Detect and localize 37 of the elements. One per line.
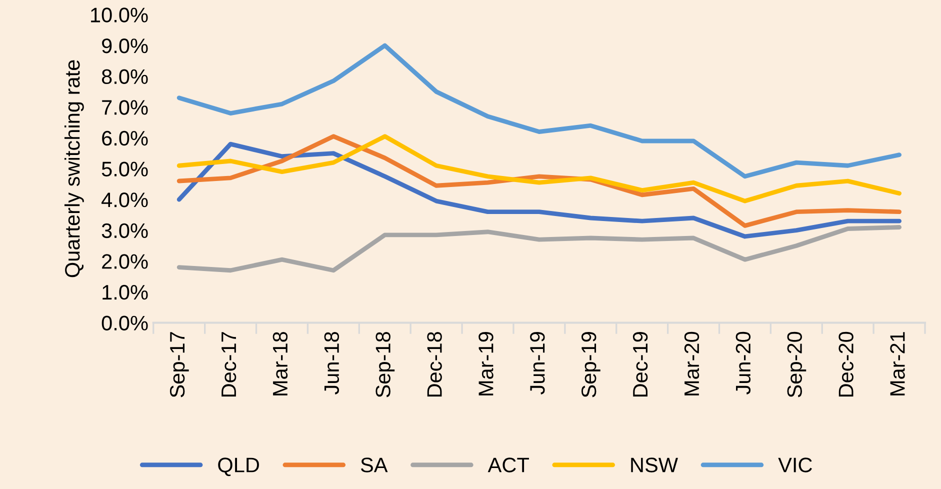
legend-label: NSW	[631, 458, 678, 472]
x-tick-label: Jun-19	[530, 332, 545, 394]
x-tick-label: Sep-17	[170, 332, 189, 398]
y-tick-label: 1.0%	[102, 284, 148, 300]
line-series	[176, 142, 902, 239]
x-tick-label: Mar-21	[890, 332, 905, 396]
y-tick-label: 8.0%	[102, 69, 148, 84]
y-tick-label: 5.0%	[102, 162, 148, 176]
legend-label: SA	[360, 458, 388, 472]
x-tick-label: Sep-20	[787, 332, 806, 398]
line-series	[176, 225, 902, 273]
x-tick-label: Mar-18	[272, 332, 288, 396]
line-series	[176, 134, 902, 228]
legend-label: ACT	[488, 458, 529, 472]
legend-label: QLD	[218, 458, 259, 476]
x-tick-label: Mar-20	[684, 332, 700, 396]
x-tick-label: Dec-20	[838, 332, 854, 397]
y-tick-label: 0.0%	[102, 316, 148, 330]
x-tick-label: Sep-19	[581, 332, 600, 398]
x-tick-label: Dec-19	[632, 332, 648, 397]
line-series	[176, 134, 902, 204]
x-tick-label: Dec-18	[427, 332, 442, 397]
x-tick-label: Jun-18	[324, 332, 340, 394]
x-tick-label: Mar-19	[478, 332, 494, 396]
x-tick-label: Dec-17	[222, 332, 236, 397]
y-tick-label: 9.0%	[102, 38, 148, 54]
line-series	[176, 43, 902, 179]
x-tick-label: Sep-18	[376, 332, 395, 398]
y-axis-title: Quarterly switching rate	[64, 60, 84, 278]
y-tick-label: 3.0%	[102, 223, 148, 238]
y-tick-label: 2.0%	[102, 254, 148, 269]
y-tick-label: 4.0%	[102, 192, 148, 208]
legend-label: VIC	[778, 458, 812, 472]
y-tick-label: 7.0%	[102, 100, 148, 115]
y-tick-label: 10.0%	[91, 8, 148, 22]
x-tick-label: Jun-20	[736, 332, 751, 394]
y-tick-label: 6.0%	[102, 130, 148, 146]
